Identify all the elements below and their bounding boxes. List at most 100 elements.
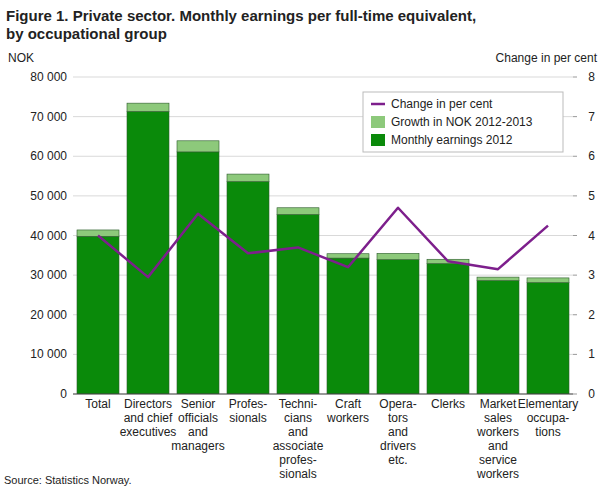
grid-line — [73, 77, 573, 78]
bar — [377, 260, 419, 394]
text-line: Directors — [124, 397, 172, 411]
text-line: by occupational group — [6, 25, 167, 42]
text-line: tions — [535, 425, 560, 439]
y-tick-label: 20 000 — [30, 308, 67, 322]
bar — [527, 278, 569, 283]
legend-swatch — [371, 134, 385, 146]
y-tick-label: 40 000 — [30, 229, 67, 243]
bar — [227, 182, 269, 394]
y2-tick — [573, 195, 577, 196]
y-axis-label: NOK — [8, 51, 34, 65]
bar — [477, 281, 519, 394]
text-line: and — [388, 425, 408, 439]
text-line: service — [479, 453, 517, 467]
text-line: officials — [178, 411, 218, 425]
grid-line — [73, 394, 573, 395]
y2-tick-label: 8 — [588, 70, 595, 84]
y2-tick — [573, 116, 577, 117]
y2-tick — [573, 77, 577, 78]
text-line: and — [488, 439, 508, 453]
x-tick-label: Elementaryoccupa-tions — [518, 397, 579, 439]
text-line: Market — [480, 397, 517, 411]
bar — [527, 283, 569, 394]
text-line: executives — [120, 425, 177, 439]
y-tick-label: 0 — [60, 387, 67, 401]
x-tick-label: Profes-sionals — [229, 397, 268, 425]
y2-tick — [573, 275, 577, 276]
y-tick-label: 80 000 — [30, 70, 67, 84]
text-line: cians — [284, 411, 312, 425]
text-line: Clerks — [431, 397, 465, 411]
text-line: profes- — [279, 453, 316, 467]
y2-tick — [573, 235, 577, 236]
bar — [327, 258, 369, 394]
bar — [377, 253, 419, 259]
legend-swatch — [371, 116, 385, 128]
text-line: Total — [85, 397, 110, 411]
y2-tick-label: 0 — [588, 387, 595, 401]
bar — [127, 103, 169, 111]
text-line: occupa- — [527, 411, 570, 425]
legend-swatch — [371, 103, 385, 106]
bar — [477, 277, 519, 281]
text-line: workers — [476, 467, 519, 481]
bar — [127, 111, 169, 394]
text-line: Elementary — [518, 397, 579, 411]
bar — [77, 230, 119, 236]
text-line: associate — [273, 439, 324, 453]
y-tick-label: 70 000 — [30, 110, 67, 124]
text-line: Opera- — [379, 397, 416, 411]
text-line: Techni- — [279, 397, 318, 411]
text-line: Senior — [181, 397, 216, 411]
y-tick-label: 60 000 — [30, 149, 67, 163]
x-tick-label: Craftworkers — [326, 397, 369, 425]
text-line: Craft — [335, 397, 362, 411]
x-tick-label: Techni-ciansandassociateprofes-sionals — [273, 397, 324, 481]
legend-label: Change in per cent — [391, 97, 493, 111]
y2-tick-label: 6 — [588, 149, 595, 163]
text-line: sionals — [229, 411, 266, 425]
y2-tick-label: 7 — [588, 110, 595, 124]
text-line: workers — [326, 411, 369, 425]
text-line: tors — [388, 411, 408, 425]
bar — [227, 174, 269, 182]
legend-box — [363, 92, 563, 152]
y-tick-label: 30 000 — [30, 268, 67, 282]
text-line: managers — [171, 439, 224, 453]
chart: Figure 1. Private sector. Monthly earnin… — [0, 0, 610, 488]
x-axis — [73, 394, 573, 395]
marks — [77, 103, 569, 394]
text-line: sionals — [279, 467, 316, 481]
title: Figure 1. Private sector. Monthly earnin… — [6, 7, 476, 42]
legend-label: Growth in NOK 2012-2013 — [391, 115, 533, 129]
text-line: sales — [484, 411, 512, 425]
x-tick-label: Opera-torsanddriversetc. — [379, 397, 416, 467]
x-tick-label: Seniorofficialsandmanagers — [171, 397, 224, 453]
y2-axis-label: Change in per cent — [496, 51, 598, 65]
y2-tick — [573, 354, 577, 355]
y2-tick-label: 2 — [588, 308, 595, 322]
x-tick-label: Marketsalesworkersandserviceworkers — [476, 397, 519, 481]
bar — [177, 152, 219, 394]
x-tick-label: Directorsand chiefexecutives — [120, 397, 177, 439]
y2-tick-label: 3 — [588, 268, 595, 282]
text-line: Figure 1. Private sector. Monthly earnin… — [6, 7, 476, 24]
legend-label: Monthly earnings 2012 — [391, 133, 513, 147]
text-line: and — [288, 425, 308, 439]
y-tick-label: 10 000 — [30, 347, 67, 361]
bar — [427, 264, 469, 394]
y2-tick-label: 4 — [588, 229, 595, 243]
source: Source: Statistics Norway. — [4, 474, 132, 486]
y-tick-label: 50 000 — [30, 189, 67, 203]
text-line: etc. — [388, 453, 407, 467]
text-line: workers — [476, 425, 519, 439]
legend: Change in per cent Growth in NOK 2012-201… — [363, 92, 563, 152]
y2-tick — [573, 314, 577, 315]
bar — [277, 208, 319, 215]
y2-tick-label: 5 — [588, 189, 595, 203]
bar — [277, 214, 319, 394]
y2-tick — [573, 156, 577, 157]
bar — [177, 141, 219, 152]
x-tick-label: Clerks — [431, 397, 465, 411]
text-line: drivers — [380, 439, 416, 453]
